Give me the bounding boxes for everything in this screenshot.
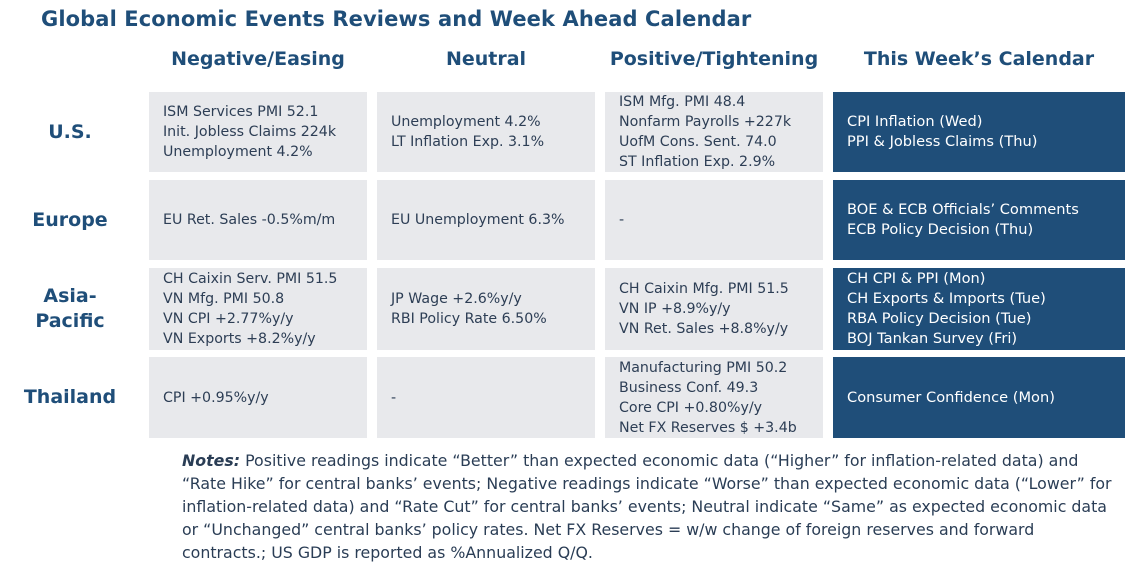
cell-line: - [619,212,625,228]
cell-line: - [391,389,397,406]
cell-thailand-positive: Manufacturing PMI 50.2 Business Conf. 49… [605,357,823,438]
cell-line: Manufacturing PMI 50.2 [619,359,788,376]
cell-line: CH Caixin Mfg. PMI 51.5 [619,281,789,297]
page-title: Global Economic Events Reviews and Week … [41,7,752,31]
cell-line: Consumer Confidence (Mon) [847,388,1055,406]
cell-line: Init. Jobless Claims 224k [163,124,337,140]
row-label-europe: Europe [0,180,140,260]
cell-line: CH Caixin Serv. PMI 51.5 [163,271,338,287]
cell-line: Nonfarm Payrolls +227k [619,114,792,130]
cell-asia-pacific-negative: CH Caixin Serv. PMI 51.5 VN Mfg. PMI 50.… [149,268,367,350]
cell-us-positive: ISM Mfg. PMI 48.4 Nonfarm Payrolls +227k… [605,92,823,172]
cell-us-calendar: CPI Inflation (Wed) PPI & Jobless Claims… [833,92,1125,172]
row-label-thailand: Thailand [0,357,140,438]
column-header-negative: Negative/Easing [171,48,345,70]
row-label-text: U.S. [48,120,92,143]
cell-line: RBI Policy Rate 6.50% [391,311,547,327]
column-header-neutral: Neutral [445,48,527,70]
cell-line: LT Inflation Exp. 3.1% [391,134,545,150]
column-header-calendar: This Week’s Calendar [863,48,1095,70]
cell-line: Net FX Reserves $ +3.4b [619,419,797,436]
cell-line: UofM Cons. Sent. 74.0 [619,134,777,150]
cell-thailand-calendar: Consumer Confidence (Mon) [833,357,1125,438]
cell-line: ST Inflation Exp. 2.9% [619,154,776,170]
cell-line: Business Conf. 49.3 [619,379,759,396]
cell-europe-negative: EU Ret. Sales -0.5%m/m [149,180,367,260]
cell-line: CPI +0.95%y/y [163,389,269,406]
cell-line: CH Exports & Imports (Tue) [847,290,1046,307]
row-label-text: Thailand [23,386,117,408]
row-label-text: Asia- [43,285,97,307]
cell-us-negative: ISM Services PMI 52.1 Init. Jobless Clai… [149,92,367,172]
cell-line: Unemployment 4.2% [163,144,313,160]
row-label-text: Europe [32,208,108,231]
cell-us-neutral: Unemployment 4.2% LT Inflation Exp. 3.1% [377,92,595,172]
cell-thailand-negative: CPI +0.95%y/y [149,357,367,438]
cell-europe-calendar: BOE & ECB Officials’ Comments ECB Policy… [833,180,1125,260]
cell-europe-positive: - [605,180,823,260]
cell-line: VN Mfg. PMI 50.8 [163,291,285,307]
row-label-us: U.S. [0,92,140,172]
notes-text: Positive readings indicate “Better” than… [182,451,1112,562]
cell-line: CH CPI & PPI (Mon) [847,270,986,287]
cell-line: VN CPI +2.77%y/y [163,311,294,327]
cell-line: Core CPI +0.80%y/y [619,399,763,416]
cell-line: EU Unemployment 6.3% [391,212,565,228]
cell-line: EU Ret. Sales -0.5%m/m [163,212,336,228]
cell-line: PPI & Jobless Claims (Thu) [847,133,1038,150]
cell-europe-neutral: EU Unemployment 6.3% [377,180,595,260]
column-header-positive: Positive/Tightening [609,48,819,70]
cell-line: RBA Policy Decision (Tue) [847,310,1032,327]
cell-line: JP Wage +2.6%y/y [391,291,522,307]
cell-asia-pacific-calendar: CH CPI & PPI (Mon) CH Exports & Imports … [833,268,1125,350]
cell-thailand-neutral: - [377,357,595,438]
notes-label: Notes: [182,451,241,470]
cell-line: BOJ Tankan Survey (Fri) [847,330,1018,347]
cell-line: ISM Services PMI 52.1 [163,104,319,120]
cell-asia-pacific-neutral: JP Wage +2.6%y/y RBI Policy Rate 6.50% [377,268,595,350]
row-label-asia-pacific: Asia- Pacific [0,268,140,350]
cell-line: VN Ret. Sales +8.8%y/y [619,321,789,337]
cell-line: VN Exports +8.2%y/y [163,331,316,347]
notes: Notes: Positive readings indicate “Bette… [182,449,1112,564]
cell-line: ISM Mfg. PMI 48.4 [619,94,746,110]
cell-asia-pacific-positive: CH Caixin Mfg. PMI 51.5 VN IP +8.9%y/y V… [605,268,823,350]
cell-line: VN IP +8.9%y/y [619,301,731,317]
row-label-text: Pacific [35,310,105,332]
cell-line: ECB Policy Decision (Thu) [847,221,1034,238]
cell-line: Unemployment 4.2% [391,114,541,130]
cell-line: BOE & ECB Officials’ Comments [847,201,1079,218]
cell-line: CPI Inflation (Wed) [847,113,983,130]
